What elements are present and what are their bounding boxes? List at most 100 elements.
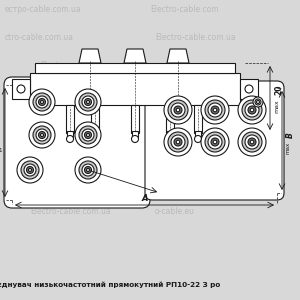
Text: ctro-cable.com.ua: ctro-cable.com.ua	[5, 33, 74, 42]
Circle shape	[40, 134, 43, 136]
Circle shape	[29, 122, 55, 148]
Circle shape	[250, 140, 254, 144]
Circle shape	[75, 89, 101, 115]
Circle shape	[242, 100, 262, 120]
Circle shape	[92, 136, 98, 142]
Circle shape	[17, 157, 43, 183]
Circle shape	[194, 136, 202, 142]
Bar	[167, 131, 173, 137]
Circle shape	[168, 132, 188, 152]
FancyBboxPatch shape	[12, 79, 30, 99]
Circle shape	[82, 164, 94, 176]
Bar	[92, 131, 98, 137]
Circle shape	[248, 138, 256, 146]
Text: 1: 1	[0, 148, 2, 153]
Text: Electro-cable.com.ua: Electro-cable.com.ua	[155, 33, 236, 42]
Circle shape	[131, 136, 139, 142]
Polygon shape	[167, 49, 189, 63]
Circle shape	[85, 167, 92, 173]
Bar	[30, 73, 240, 105]
Circle shape	[82, 96, 94, 108]
Circle shape	[256, 100, 260, 103]
Bar	[67, 131, 73, 137]
Circle shape	[171, 103, 185, 117]
Text: max: max	[274, 99, 279, 113]
Circle shape	[75, 122, 101, 148]
Bar	[66, 105, 74, 133]
Circle shape	[28, 169, 32, 172]
Circle shape	[86, 169, 89, 172]
Bar	[166, 105, 174, 133]
Circle shape	[36, 96, 48, 108]
Text: З'єднувач низькочастотний прямокутний РП10-22 З ро: З'єднувач низькочастотний прямокутний РП…	[0, 281, 220, 288]
Circle shape	[253, 97, 263, 107]
Polygon shape	[124, 49, 146, 63]
Circle shape	[86, 100, 89, 103]
Circle shape	[211, 106, 219, 114]
Circle shape	[174, 106, 182, 114]
Text: Electro-cable.com: Electro-cable.com	[150, 5, 219, 14]
Circle shape	[211, 138, 219, 146]
Circle shape	[38, 131, 46, 139]
Circle shape	[21, 161, 39, 179]
Bar	[35, 63, 235, 73]
Circle shape	[205, 100, 225, 120]
Circle shape	[174, 138, 182, 146]
Circle shape	[245, 85, 253, 93]
Circle shape	[208, 135, 222, 149]
Circle shape	[75, 157, 101, 183]
FancyBboxPatch shape	[240, 79, 258, 99]
Text: A: A	[0, 140, 2, 145]
Text: 20: 20	[274, 85, 283, 95]
Circle shape	[36, 129, 48, 141]
Text: cable.com.ua: cable.com.ua	[5, 155, 56, 164]
Bar	[195, 131, 201, 137]
Circle shape	[245, 103, 259, 117]
Circle shape	[85, 131, 92, 139]
Text: естро-cable.com.ua: естро-cable.com.ua	[5, 5, 82, 14]
Circle shape	[17, 85, 25, 93]
Circle shape	[213, 108, 217, 112]
Bar	[131, 105, 139, 133]
Bar	[194, 105, 202, 133]
Circle shape	[33, 93, 51, 111]
Text: o-cable: o-cable	[155, 110, 183, 119]
Circle shape	[40, 100, 43, 103]
Circle shape	[164, 96, 192, 124]
Text: Electro-cable.com.ua: Electro-cable.com.ua	[30, 208, 111, 217]
Circle shape	[79, 126, 97, 144]
Circle shape	[250, 108, 254, 112]
Circle shape	[167, 136, 173, 142]
Text: A: A	[141, 194, 148, 203]
Circle shape	[176, 140, 180, 144]
Circle shape	[238, 128, 266, 156]
Circle shape	[26, 167, 34, 173]
FancyBboxPatch shape	[145, 81, 284, 200]
Circle shape	[242, 132, 262, 152]
Circle shape	[33, 126, 51, 144]
Text: B: B	[286, 133, 295, 138]
Circle shape	[171, 135, 185, 149]
Circle shape	[164, 128, 192, 156]
Circle shape	[86, 134, 89, 136]
FancyBboxPatch shape	[4, 77, 150, 208]
Circle shape	[79, 161, 97, 179]
Circle shape	[213, 140, 217, 144]
Circle shape	[255, 99, 261, 105]
Text: ctro-cable.com.ua: ctro-cable.com.ua	[5, 110, 74, 119]
Circle shape	[201, 96, 229, 124]
Circle shape	[85, 98, 92, 106]
Circle shape	[248, 106, 256, 114]
Text: o-cable.eu: o-cable.eu	[155, 208, 195, 217]
Circle shape	[82, 129, 94, 141]
Circle shape	[201, 128, 229, 156]
Text: ro-cable.eu: ro-cable.eu	[155, 155, 198, 164]
Circle shape	[67, 136, 73, 142]
Circle shape	[38, 98, 46, 106]
Polygon shape	[79, 49, 101, 63]
Circle shape	[168, 100, 188, 120]
Circle shape	[29, 89, 55, 115]
Circle shape	[24, 164, 36, 176]
Circle shape	[208, 103, 222, 117]
Circle shape	[205, 132, 225, 152]
